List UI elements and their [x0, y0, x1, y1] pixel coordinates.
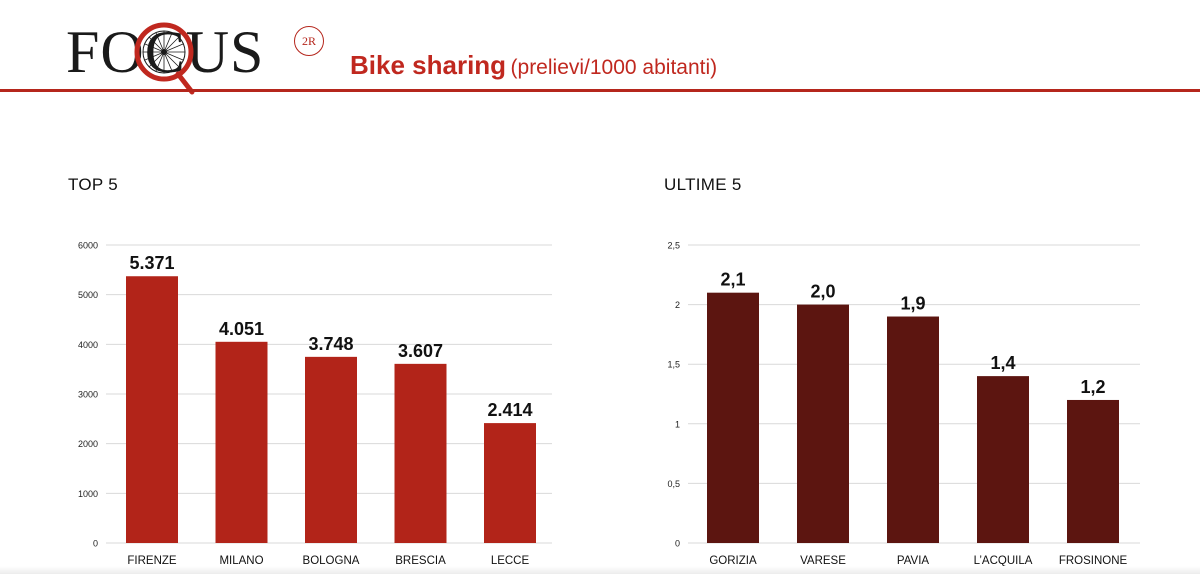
top5-x-tick-label: BOLOGNA — [303, 555, 360, 567]
top5-data-label: 4.051 — [219, 319, 264, 339]
ultime5-bar — [797, 304, 849, 543]
top5-bar — [394, 363, 447, 543]
page-title-sub: (prelievi/1000 abitanti) — [510, 56, 718, 79]
ultime5-y-tick-label: 0,5 — [667, 479, 680, 489]
header: FOCUS 2R Bike sharing (prelievi/1000 abi… — [0, 0, 1200, 95]
ultime5-data-label: 2,0 — [810, 282, 835, 302]
top5-x-tick-label: BRESCIA — [395, 555, 446, 567]
ultime5-x-tick-label: L’ACQUILA — [974, 555, 1033, 567]
bicycle-wheel-icon — [134, 22, 195, 95]
top5-y-tick-label: 5000 — [78, 290, 98, 300]
page-title: Bike sharing (prelievi/1000 abitanti) — [350, 50, 717, 81]
top5-bar — [484, 423, 536, 543]
page-title-main: Bike sharing — [350, 50, 507, 80]
top5-data-label: 2.414 — [487, 400, 532, 420]
top5-y-tick-label: 3000 — [78, 390, 98, 400]
ultime5-bar — [707, 292, 759, 543]
chart-title-top5: TOP 5 — [68, 175, 119, 194]
top5-data-label: 3.748 — [308, 334, 353, 354]
ultime5-x-tick-label: PAVIA — [897, 555, 929, 567]
top5-bar — [126, 276, 178, 543]
top5-y-tick-label: 0 — [93, 539, 98, 549]
ultime5-x-tick-label: VARESE — [800, 555, 846, 567]
ultime5-data-label: 2,1 — [720, 270, 745, 290]
chart-title-ultime5: ULTIME 5 — [664, 175, 742, 194]
top5-bar — [305, 356, 357, 543]
ultime5-bar — [887, 316, 939, 543]
ultime5-x-tick-label: FROSINONE — [1059, 555, 1128, 567]
top5-x-tick-label: FIRENZE — [127, 555, 177, 567]
ultime5-y-tick-label: 2 — [675, 300, 680, 310]
top5-bar — [215, 341, 268, 543]
ultime5-data-label: 1,9 — [900, 294, 925, 314]
ultime5-data-label: 1,4 — [990, 353, 1015, 373]
ultime5-y-tick-label: 0 — [675, 539, 680, 549]
ultime5-bar — [977, 376, 1029, 543]
top5-y-tick-label: 2000 — [78, 439, 98, 449]
ultime5-y-tick-label: 1,5 — [667, 360, 680, 370]
top5-data-label: 5.371 — [129, 253, 174, 273]
focus-2r-logo: FOCUS 2R — [66, 14, 326, 95]
ultime5-y-tick-label: 1 — [675, 419, 680, 429]
ultime5-bar — [1067, 399, 1119, 543]
logo-badge: 2R — [294, 26, 324, 56]
top5-y-tick-label: 1000 — [78, 489, 98, 499]
top5-y-tick-label: 6000 — [78, 241, 98, 251]
ultime5-data-label: 1,2 — [1080, 377, 1105, 397]
header-divider — [0, 89, 1200, 92]
top5-x-tick-label: MILANO — [219, 555, 263, 567]
top5-x-tick-label: LECCE — [491, 555, 530, 567]
top5-y-tick-label: 4000 — [78, 340, 98, 350]
ultime5-y-tick-label: 2,5 — [667, 241, 680, 251]
bottom-edge — [0, 566, 1200, 574]
ultime5-x-tick-label: GORIZIA — [709, 555, 757, 567]
top5-data-label: 3.607 — [398, 341, 443, 361]
